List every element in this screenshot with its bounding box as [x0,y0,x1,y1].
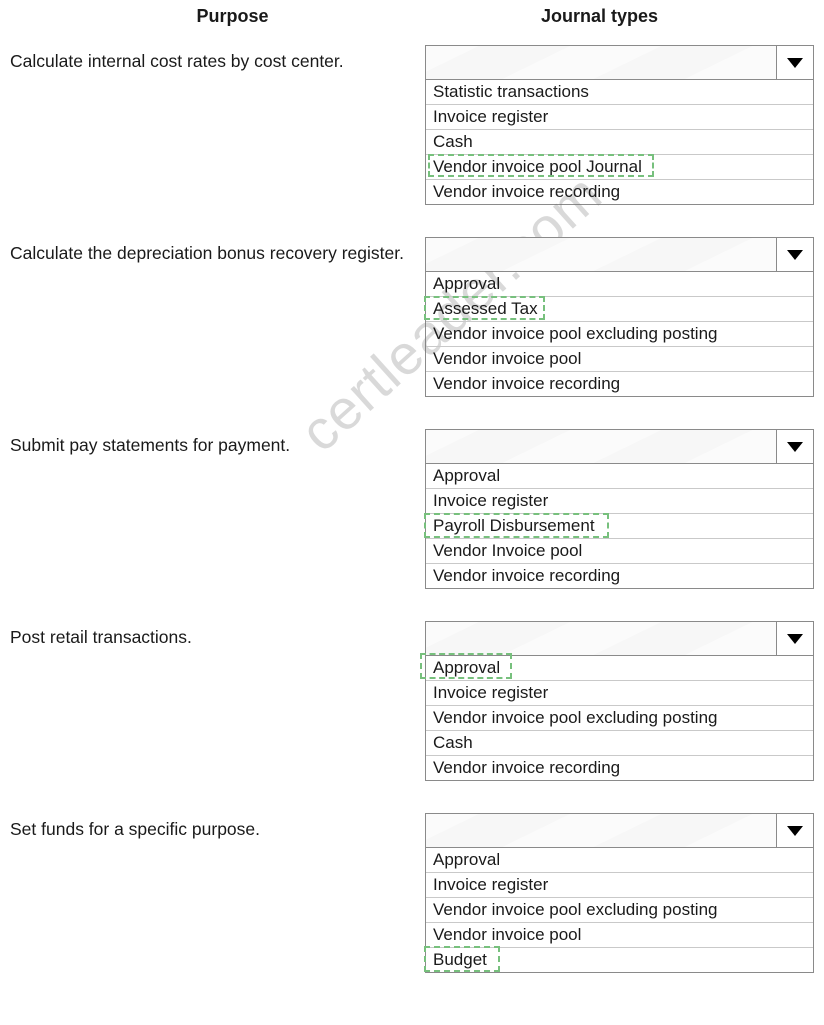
purpose-text: Post retail transactions. [10,621,425,648]
journal-dropdown: ApprovalInvoice registerVendor invoice p… [425,621,814,781]
dropdown-option[interactable]: Budget [426,948,813,972]
dropdown-option[interactable]: Approval [426,464,813,489]
chevron-down-icon [787,826,803,836]
dropdown-option[interactable]: Payroll Disbursement [426,514,813,539]
dropdown-arrow-button[interactable] [777,622,813,655]
dropdown-option[interactable]: Statistic transactions [426,80,813,105]
dropdown-option[interactable]: Vendor invoice pool excluding posting [426,706,813,731]
dropdown-option[interactable]: Approval [426,656,813,681]
chevron-down-icon [787,58,803,68]
chevron-down-icon [787,442,803,452]
dropdown-option[interactable]: Vendor invoice recording [426,372,813,396]
dropdown-option[interactable]: Invoice register [426,681,813,706]
dropdown-arrow-button[interactable] [777,46,813,79]
dropdown-option[interactable]: Assessed Tax [426,297,813,322]
dropdown-option[interactable]: Vendor invoice recording [426,564,813,588]
dropdown-select[interactable] [425,621,814,655]
dropdown-select[interactable] [425,45,814,79]
dropdown-option[interactable]: Vendor invoice pool excluding posting [426,322,813,347]
dropdown-options-list: Statistic transactionsInvoice registerCa… [425,79,814,205]
dropdown-selected-area[interactable] [426,46,777,79]
column-headers: Purpose Journal types [10,6,814,27]
journal-dropdown: ApprovalAssessed TaxVendor invoice pool … [425,237,814,397]
answer-highlight [424,296,545,320]
dropdown-option[interactable]: Invoice register [426,873,813,898]
question-row: Post retail transactions.ApprovalInvoice… [10,621,814,781]
chevron-down-icon [787,634,803,644]
dropdown-select[interactable] [425,237,814,271]
question-row: Calculate internal cost rates by cost ce… [10,45,814,205]
answer-highlight [424,513,609,538]
dropdown-selected-area[interactable] [426,430,777,463]
dropdown-option[interactable]: Invoice register [426,105,813,130]
dropdown-select[interactable] [425,429,814,463]
purpose-text: Calculate the depreciation bonus recover… [10,237,425,264]
purpose-text: Submit pay statements for payment. [10,429,425,456]
dropdown-option[interactable]: Vendor invoice pool [426,923,813,948]
purpose-text: Calculate internal cost rates by cost ce… [10,45,425,72]
answer-highlight [420,653,512,679]
dropdown-option[interactable]: Vendor invoice pool excluding posting [426,898,813,923]
header-journal-types: Journal types [425,6,814,27]
answer-highlight [424,946,500,972]
dropdown-arrow-button[interactable] [777,814,813,847]
question-row: Set funds for a specific purpose.Approva… [10,813,814,973]
dropdown-arrow-button[interactable] [777,430,813,463]
dropdown-option[interactable]: Approval [426,272,813,297]
dropdown-option[interactable]: Cash [426,731,813,756]
dropdown-option[interactable]: Vendor invoice pool [426,347,813,372]
question-row: Submit pay statements for payment.Approv… [10,429,814,589]
answer-highlight [428,154,654,177]
journal-dropdown: ApprovalInvoice registerVendor invoice p… [425,813,814,973]
journal-dropdown: Statistic transactionsInvoice registerCa… [425,45,814,205]
dropdown-options-list: ApprovalInvoice registerVendor invoice p… [425,655,814,781]
dropdown-option[interactable]: Invoice register [426,489,813,514]
dropdown-option[interactable]: Vendor invoice pool Journal [426,155,813,180]
dropdown-option[interactable]: Approval [426,848,813,873]
question-row: Calculate the depreciation bonus recover… [10,237,814,397]
dropdown-selected-area[interactable] [426,814,777,847]
dropdown-options-list: ApprovalInvoice registerPayroll Disburse… [425,463,814,589]
dropdown-select[interactable] [425,813,814,847]
dropdown-arrow-button[interactable] [777,238,813,271]
chevron-down-icon [787,250,803,260]
purpose-text: Set funds for a specific purpose. [10,813,425,840]
journal-dropdown: ApprovalInvoice registerPayroll Disburse… [425,429,814,589]
dropdown-options-list: ApprovalInvoice registerVendor invoice p… [425,847,814,973]
dropdown-option[interactable]: Vendor invoice recording [426,180,813,204]
dropdown-selected-area[interactable] [426,238,777,271]
dropdown-options-list: ApprovalAssessed TaxVendor invoice pool … [425,271,814,397]
dropdown-option[interactable]: Vendor invoice recording [426,756,813,780]
header-purpose: Purpose [10,6,425,27]
dropdown-option[interactable]: Vendor Invoice pool [426,539,813,564]
dropdown-option[interactable]: Cash [426,130,813,155]
dropdown-selected-area[interactable] [426,622,777,655]
